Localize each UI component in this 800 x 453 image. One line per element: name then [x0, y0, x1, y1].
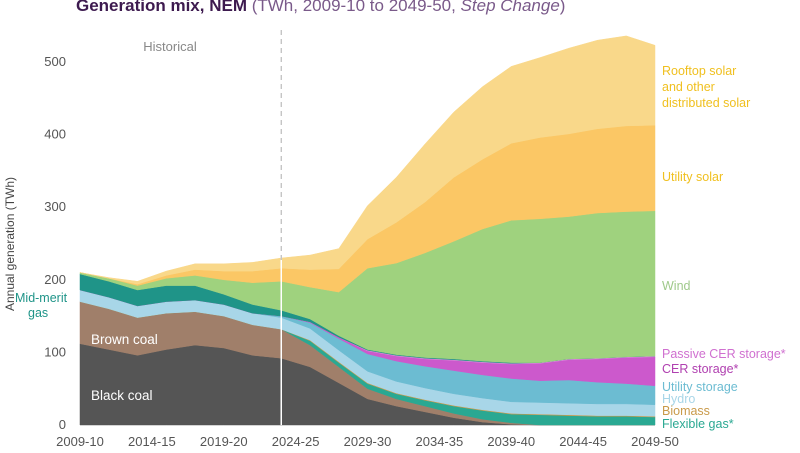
x-axis-ticks: 2009-10 2014-15 2019-20 2024-25 2029-30 2034-…	[56, 434, 679, 449]
label-mid-merit-gas-line1: Mid-merit	[15, 291, 68, 305]
chart-title: Generation mix, NEM (TWh, 2009-10 to 204…	[76, 0, 565, 16]
stacked-areas	[79, 35, 656, 426]
y-axis-label: Annual generation (TWh)	[3, 177, 17, 311]
chart-title-main: Generation mix, NEM	[76, 0, 247, 15]
label-mid-merit-gas-line2: gas	[28, 306, 48, 320]
x-tick-label: 2024-25	[272, 434, 320, 449]
chart-title-sub: (TWh, 2009-10 to 2049-50,	[246, 0, 461, 15]
chart-title-close: )	[559, 0, 566, 15]
legend-rooftop-solar-line1: Rooftop solar	[662, 64, 736, 78]
legend-biomass: Biomass	[662, 404, 710, 418]
y-tick-label: 500	[44, 54, 66, 69]
x-tick-label: 2039-40	[487, 434, 535, 449]
x-tick-label: 2014-15	[128, 434, 176, 449]
chart-title-scenario: Step Change	[460, 0, 560, 15]
x-tick-label: 2009-10	[56, 434, 104, 449]
x-tick-label: 2044-45	[559, 434, 607, 449]
legend-hydro: Hydro	[662, 392, 695, 406]
legend-rooftop-solar-line2: and other	[662, 80, 715, 94]
x-tick-label: 2049-50	[631, 434, 679, 449]
legend-flexible-gas: Flexible gas*	[662, 417, 734, 431]
label-black-coal: Black coal	[91, 388, 153, 403]
legend-rooftop-solar-line3: distributed solar	[662, 96, 750, 110]
legend-wind: Wind	[662, 279, 691, 293]
legend-passive-cer-storage: Passive CER storage*	[662, 347, 786, 361]
area-rooftop-solar-and-other-distributed-solar	[79, 35, 656, 285]
y-tick-label: 300	[44, 199, 66, 214]
label-brown-coal: Brown coal	[91, 332, 158, 347]
y-tick-label: 100	[44, 344, 66, 359]
y-axis-ticks: 0 100 200 300 400 500	[44, 54, 66, 432]
x-tick-label: 2034-35	[416, 434, 464, 449]
legend-utility-storage: Utility storage	[662, 380, 738, 394]
x-tick-label: 2019-20	[200, 434, 248, 449]
legend-cer-storage: CER storage*	[662, 362, 739, 376]
x-tick-label: 2029-30	[344, 434, 392, 449]
historical-annotation: Historical	[143, 39, 197, 54]
y-tick-label: 400	[44, 127, 66, 142]
legend-utility-solar: Utility solar	[662, 170, 723, 184]
y-tick-label: 200	[44, 272, 66, 287]
y-tick-label: 0	[59, 417, 66, 432]
